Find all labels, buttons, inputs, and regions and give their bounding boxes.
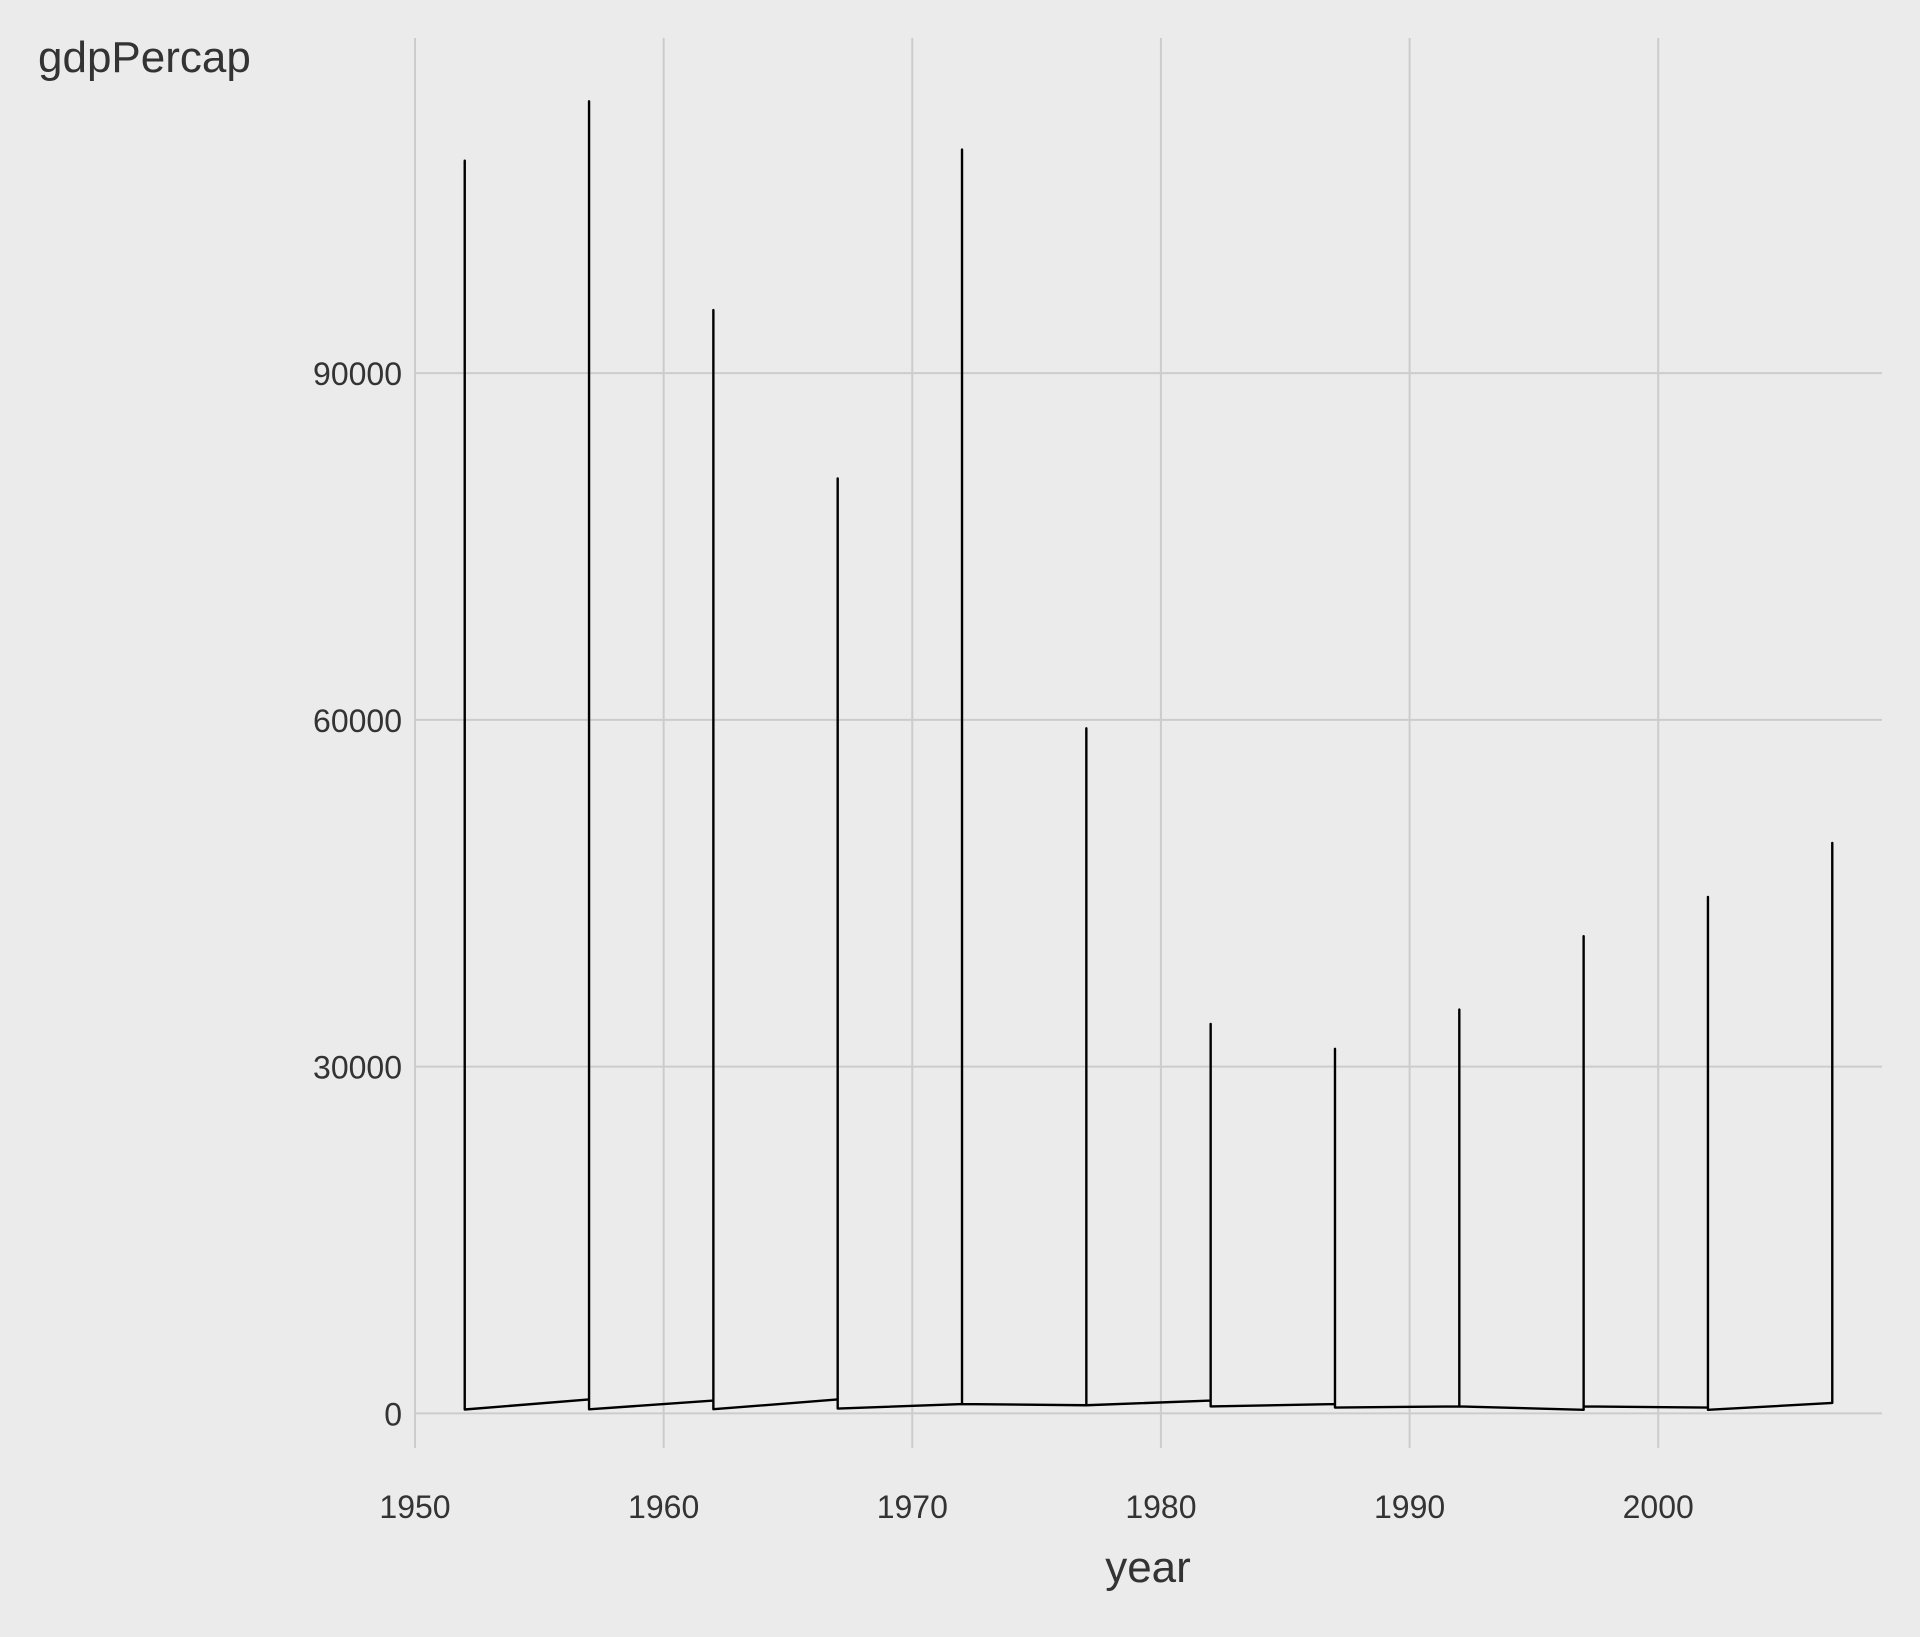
y-axis-label: gdpPercap [38, 33, 251, 82]
y-tick-label: 90000 [313, 356, 402, 392]
series-line-0 [463, 100, 1834, 1412]
x-tick-label: 1980 [1125, 1489, 1196, 1525]
series-layer [463, 100, 1834, 1412]
x-tick-label: 1960 [628, 1489, 699, 1525]
x-axis-label: year [1105, 1543, 1191, 1592]
x-tick-label: 2000 [1623, 1489, 1694, 1525]
x-tick-label: 1970 [877, 1489, 948, 1525]
y-tick-label: 60000 [313, 703, 402, 739]
y-tick-label: 30000 [313, 1050, 402, 1086]
x-tick-label: 1950 [379, 1489, 450, 1525]
y-tick-label: 0 [384, 1396, 402, 1432]
x-tick-label: 1990 [1374, 1489, 1445, 1525]
grid-layer [414, 38, 1882, 1448]
tick-layer: 1950 1960 1970 1980 1990 2000 0 30000 60000 90000 [313, 356, 1694, 1525]
